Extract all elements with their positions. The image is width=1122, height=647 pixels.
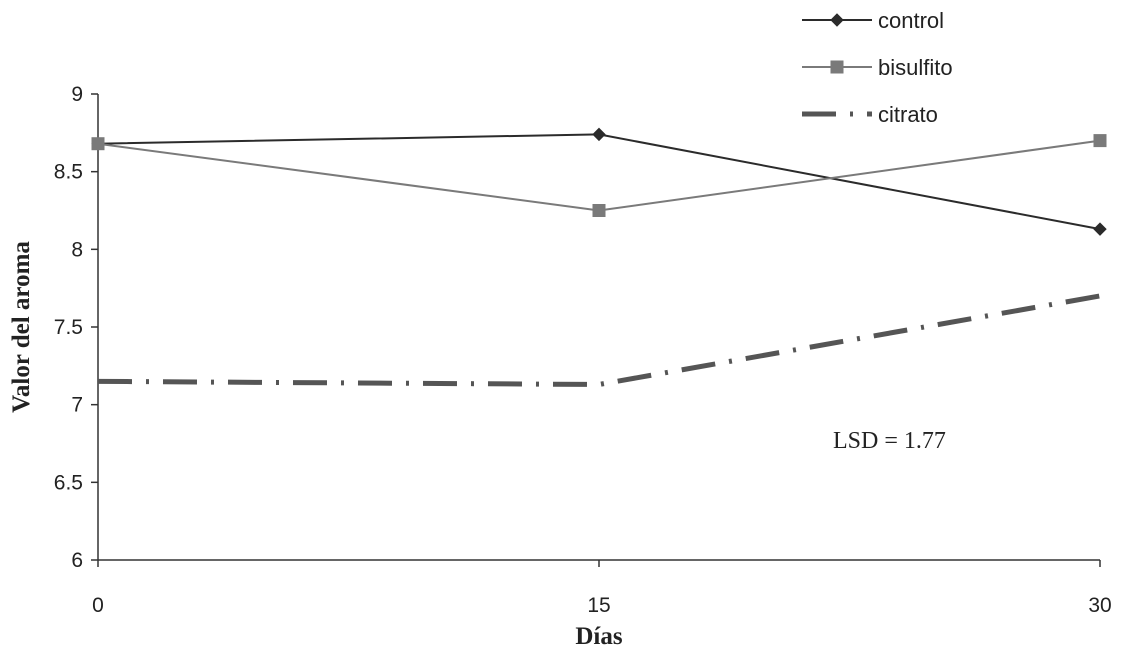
- series-citrato: [97, 293, 1101, 387]
- series-layer: [91, 127, 1107, 387]
- y-tick-label: 7.5: [54, 316, 83, 339]
- legend-label-bisulfito: bisulfito: [878, 55, 953, 80]
- series-line-citrato: [97, 293, 1101, 387]
- data-point-control: [592, 127, 606, 142]
- legend-label-citrato: citrato: [878, 102, 938, 127]
- data-point-bisulfito: [1093, 134, 1107, 148]
- x-tick-label: 0: [92, 594, 104, 617]
- legend: control bisulfito citrato: [802, 8, 953, 127]
- legend-marker-control: [830, 13, 844, 27]
- legend-label-control: control: [878, 8, 944, 33]
- y-tick-label: 8: [71, 238, 83, 261]
- legend-item-bisulfito: bisulfito: [802, 55, 953, 80]
- data-point-bisulfito: [91, 137, 105, 151]
- y-tick-label: 6.5: [54, 471, 83, 494]
- y-tick-label: 8.5: [54, 161, 83, 184]
- y-tick-label: 7: [71, 394, 83, 417]
- x-ticks: 0 15 30: [92, 560, 1112, 617]
- data-point-control: [1093, 222, 1107, 236]
- y-tick-label: 9: [71, 83, 83, 106]
- y-ticks: 6 6.5 7 7.5 8 8.5 9: [54, 83, 98, 572]
- lsd-annotation: LSD = 1.77: [833, 428, 946, 454]
- data-point-bisulfito: [592, 204, 606, 217]
- legend-marker-bisulfito: [830, 60, 844, 74]
- y-tick-label: 6: [71, 549, 83, 572]
- legend-item-control: control: [802, 8, 944, 33]
- series-bisulfito: [91, 134, 1107, 217]
- y-axis-title: Valor del aroma: [8, 241, 35, 413]
- x-tick-label: 15: [587, 594, 610, 617]
- series-control: [91, 127, 1107, 236]
- x-tick-label: 30: [1088, 594, 1111, 617]
- x-axis-title: Días: [575, 623, 623, 647]
- legend-item-citrato: citrato: [802, 102, 938, 127]
